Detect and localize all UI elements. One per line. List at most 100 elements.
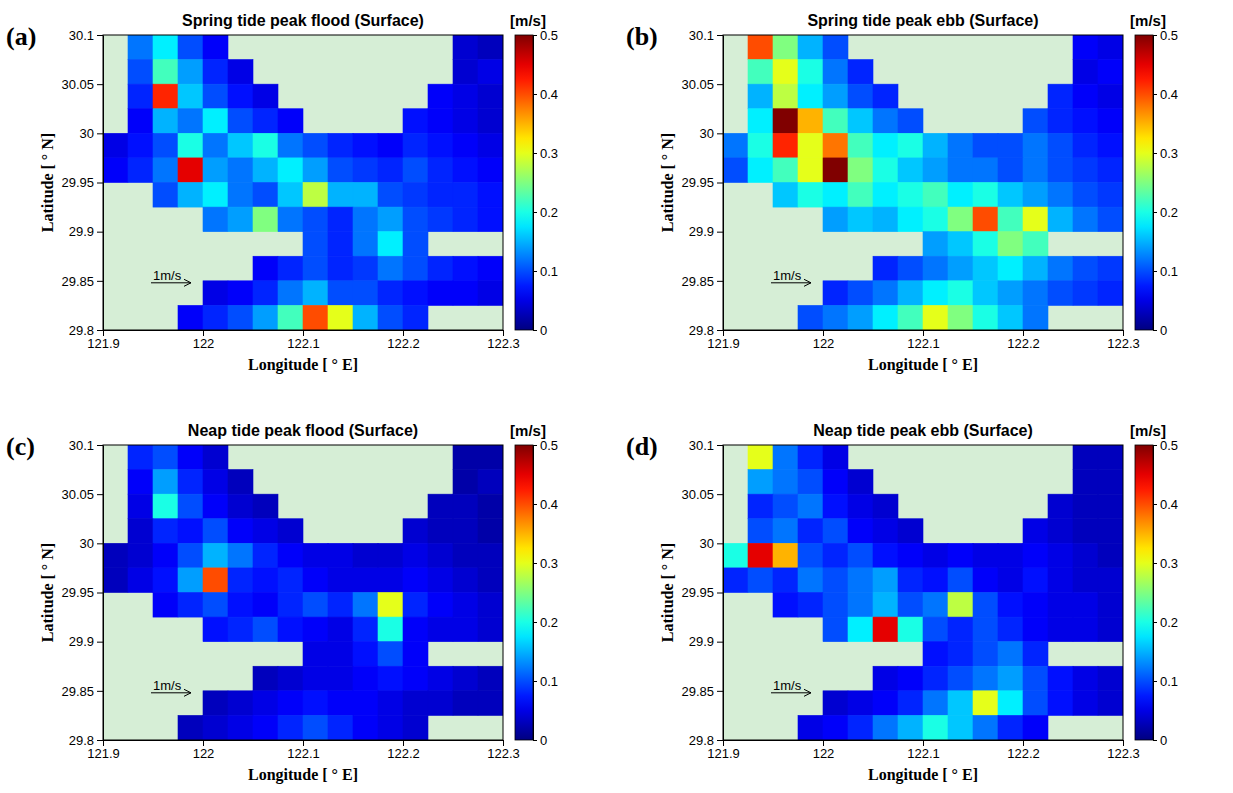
tick-label: 0.3 <box>540 556 558 571</box>
speed-cell <box>748 35 773 60</box>
tick-mark <box>1153 271 1157 272</box>
colorbar-axis: 00.10.20.30.40.5 <box>533 28 558 338</box>
speed-cell <box>848 183 873 208</box>
axis-line <box>723 36 724 331</box>
speed-cell <box>823 35 848 60</box>
speed-cell <box>973 133 998 158</box>
speed-cell <box>873 305 898 330</box>
speed-cell <box>378 207 403 232</box>
speed-cell <box>923 617 948 642</box>
tick-label: 29.9 <box>69 224 94 239</box>
speed-cell <box>998 568 1023 593</box>
speed-cell <box>428 109 453 134</box>
speed-cell <box>428 207 453 232</box>
speed-cell <box>278 519 303 544</box>
speed-cell <box>748 60 773 85</box>
speed-cell <box>1048 207 1073 232</box>
speed-cell <box>773 158 798 183</box>
speed-cell <box>403 256 428 281</box>
speed-cell <box>203 494 228 519</box>
speed-cell <box>128 35 153 60</box>
tick-mark <box>1023 740 1024 746</box>
tick-label: 29.8 <box>69 733 94 748</box>
tick-label: 0 <box>540 733 547 748</box>
tick: 30.1 <box>69 28 103 43</box>
speed-cell <box>798 35 823 60</box>
speed-cell <box>228 207 253 232</box>
tick-mark <box>97 691 103 692</box>
speed-cell <box>1073 470 1098 495</box>
y-axis-title: Latitude [ ° N] <box>39 543 56 642</box>
tick: 29.9 <box>689 634 723 649</box>
speed-cell <box>773 543 798 568</box>
plot-frame <box>103 35 503 330</box>
tick-label: 29.85 <box>681 273 714 288</box>
tick-mark <box>1153 563 1157 564</box>
speed-cell <box>1098 593 1123 618</box>
speed-cell <box>228 133 253 158</box>
speed-cell <box>873 256 898 281</box>
speed-cell <box>403 158 428 183</box>
speed-cell <box>1048 158 1073 183</box>
tick-label: 30.05 <box>61 487 94 502</box>
speed-cell <box>328 281 353 306</box>
tick-label: 0.4 <box>1160 87 1178 102</box>
tick-mark <box>533 445 537 446</box>
tick-label: 121.9 <box>87 746 120 761</box>
tick-label: 122.3 <box>487 336 520 351</box>
tick: 30 <box>80 126 103 141</box>
tick-mark <box>717 35 723 36</box>
panel: 121.9122122.1122.2122.329.829.8529.929.9… <box>6 12 558 374</box>
speed-cell <box>1073 666 1098 691</box>
tick: 0.3 <box>1153 556 1178 571</box>
tick: 30.05 <box>61 77 103 92</box>
speed-cell <box>253 543 278 568</box>
speed-cell <box>898 109 923 134</box>
speed-cell <box>1023 281 1048 306</box>
speed-cell <box>178 60 203 85</box>
tick-label: 0.3 <box>1160 146 1178 161</box>
speed-cell <box>453 593 478 618</box>
speed-cell <box>403 183 428 208</box>
speed-cell <box>873 133 898 158</box>
speed-cell <box>798 158 823 183</box>
speed-cell <box>923 691 948 716</box>
speed-cell <box>748 133 773 158</box>
speed-cell <box>253 593 278 618</box>
speed-cell <box>378 305 403 330</box>
speed-cell <box>873 543 898 568</box>
speed-cell <box>178 568 203 593</box>
speed-cell <box>1098 207 1123 232</box>
speed-cell <box>203 207 228 232</box>
speed-cell <box>1023 232 1048 257</box>
speed-cell <box>428 593 453 618</box>
speed-cell <box>353 691 378 716</box>
speed-cell <box>848 60 873 85</box>
speed-cell <box>403 133 428 158</box>
tick-label: 29.95 <box>61 175 94 190</box>
tick: 30 <box>80 536 103 551</box>
speed-cell <box>998 617 1023 642</box>
tick-label: 29.85 <box>681 683 714 698</box>
tick: 0 <box>533 323 547 338</box>
panel: 121.9122122.1122.2122.329.829.8529.929.9… <box>6 422 558 784</box>
speed-cell <box>873 109 898 134</box>
speed-cell <box>1023 133 1048 158</box>
speed-cell <box>1098 519 1123 544</box>
speed-cell <box>378 158 403 183</box>
tick: 122.1 <box>907 740 940 761</box>
speed-cell <box>178 84 203 109</box>
tick: 29.85 <box>61 273 103 288</box>
tick: 0.4 <box>1153 87 1178 102</box>
speed-cell <box>428 691 453 716</box>
x-axis: 121.9122122.1122.2122.3 <box>707 740 1140 761</box>
tick: 122.3 <box>1107 330 1140 351</box>
speed-cell <box>428 256 453 281</box>
speed-cell <box>1023 305 1048 330</box>
panel-title: Neap tide peak ebb (Surface) <box>813 422 1033 439</box>
speed-cell <box>798 60 823 85</box>
tick-mark <box>1153 622 1157 623</box>
tick-label: 0.1 <box>540 674 558 689</box>
speed-cell <box>278 593 303 618</box>
speed-cell <box>478 158 503 183</box>
